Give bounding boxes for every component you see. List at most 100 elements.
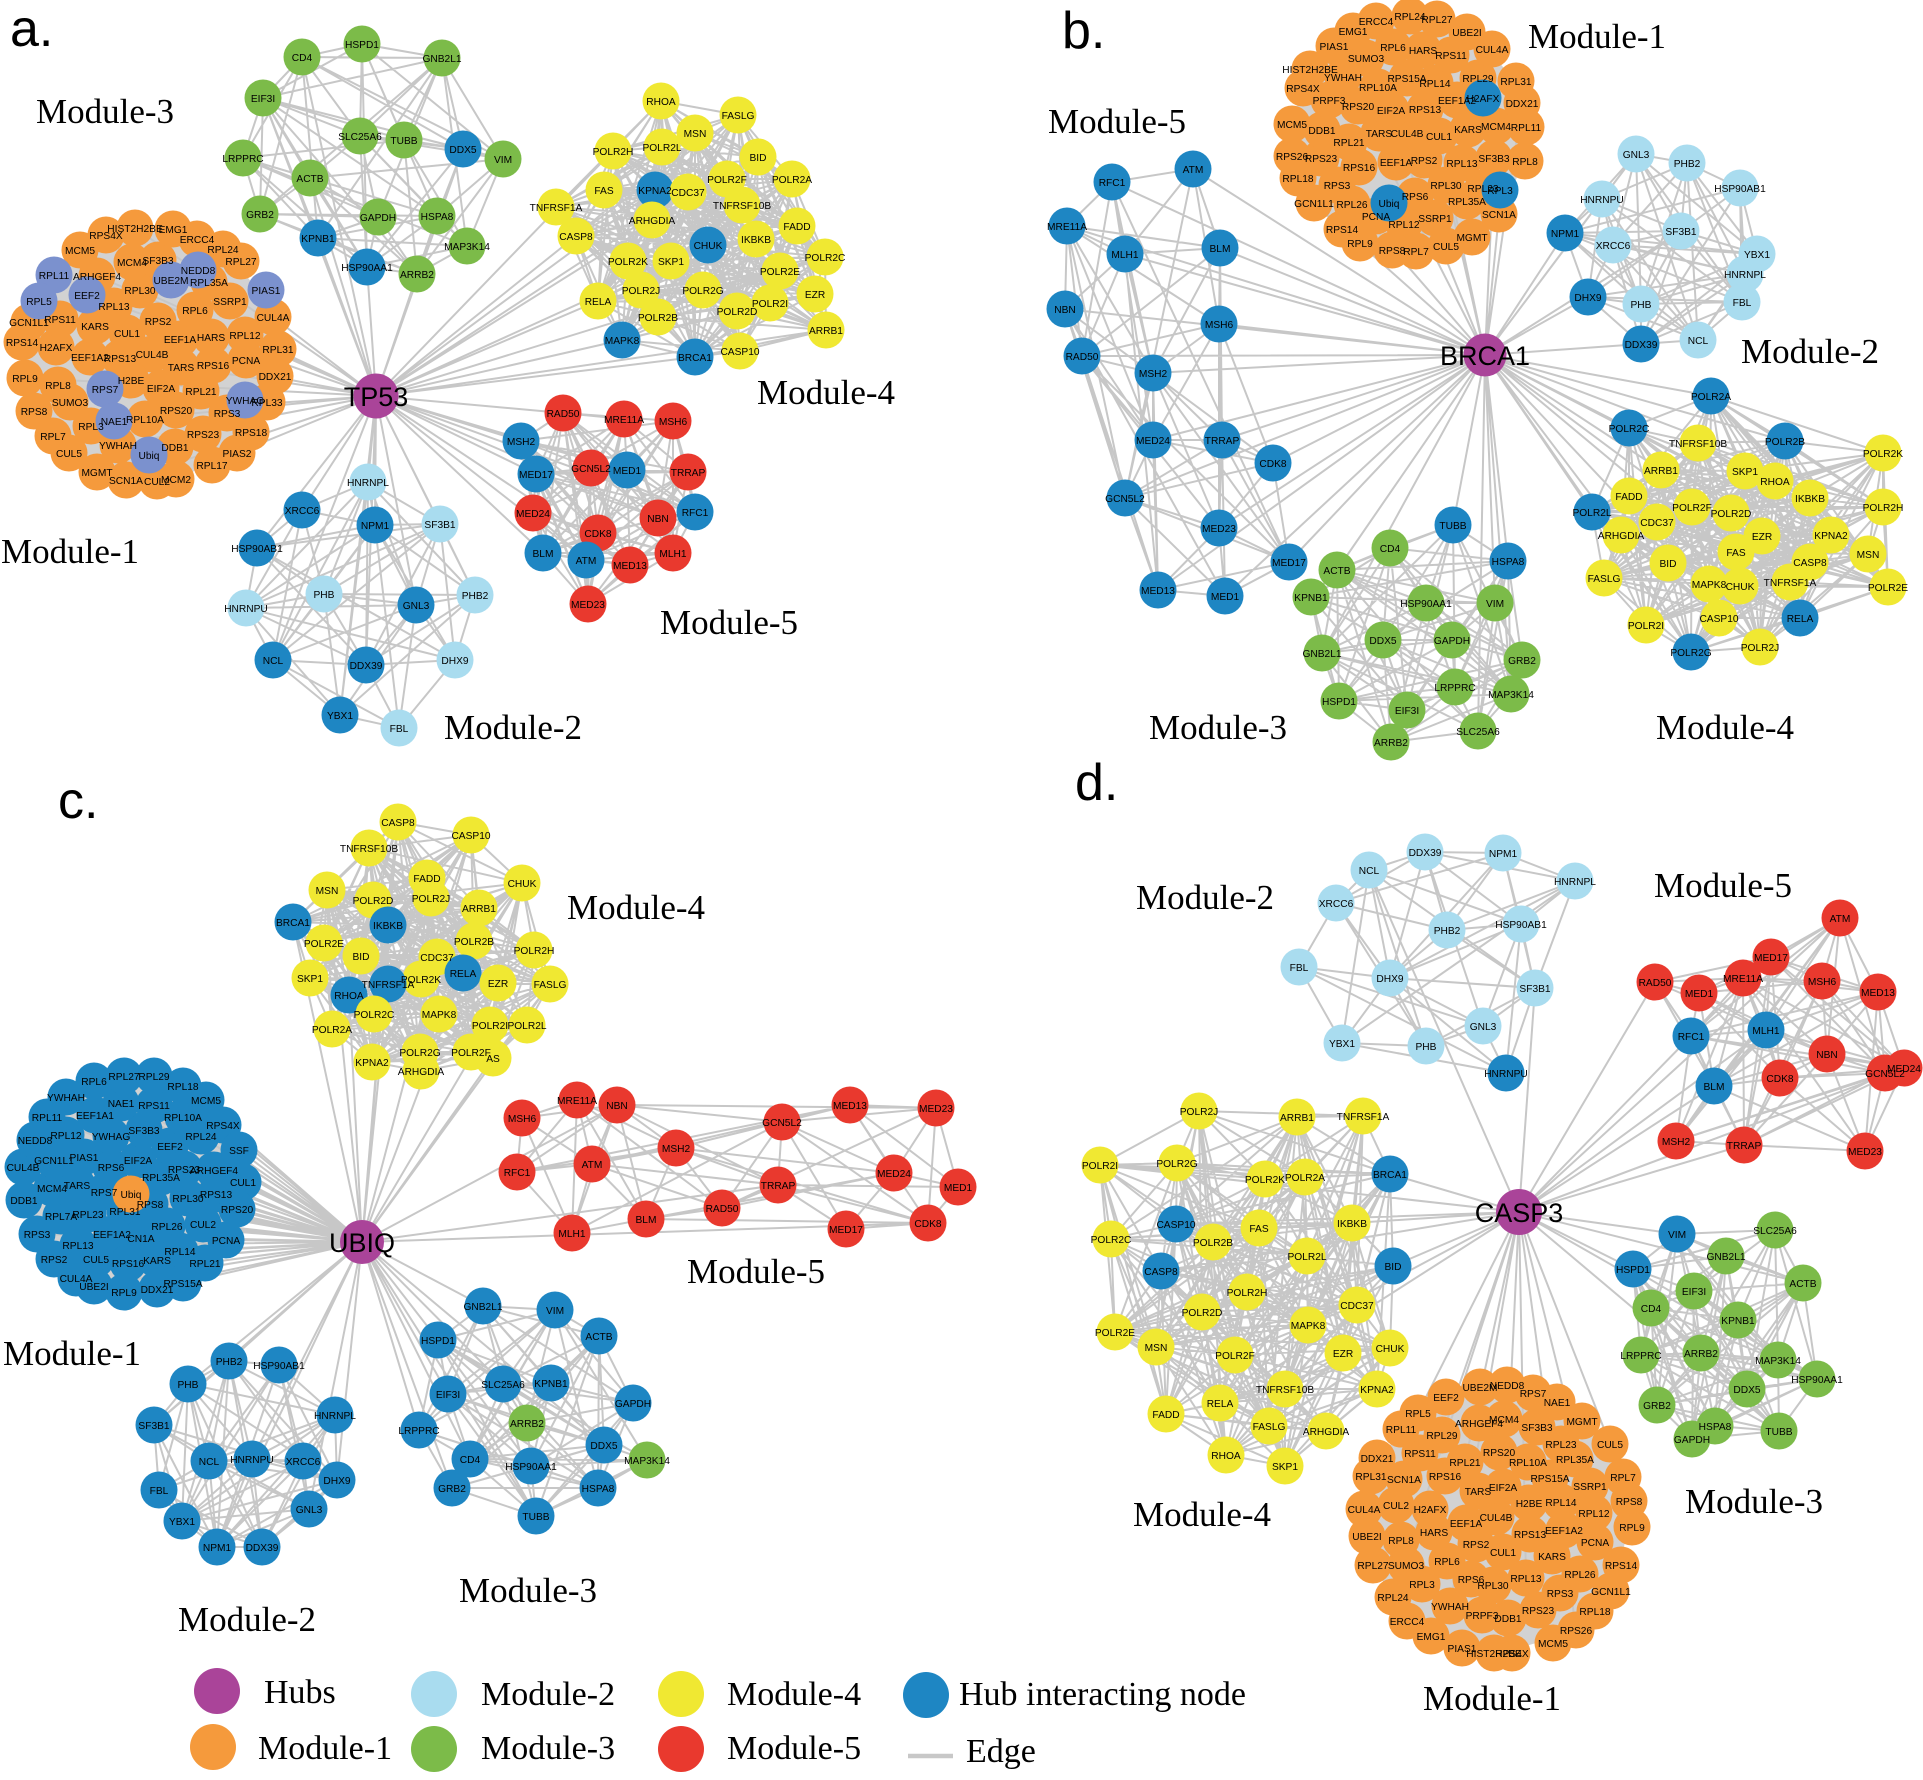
svg-text:BRCA1: BRCA1 [678,353,712,364]
svg-text:NPM1: NPM1 [1489,849,1518,860]
svg-text:MSH6: MSH6 [1205,320,1234,331]
svg-text:MCM5: MCM5 [1277,120,1307,131]
svg-text:UBE2I: UBE2I [1352,1532,1381,1543]
svg-text:RPS4X: RPS4X [206,1121,240,1132]
svg-text:RPL10A: RPL10A [126,415,164,426]
svg-text:BID: BID [750,153,767,164]
svg-text:PIAS1: PIAS1 [70,1153,99,1164]
svg-text:RPS16: RPS16 [1343,163,1376,174]
svg-text:ARRB2: ARRB2 [1684,1349,1718,1360]
svg-text:EIF2A: EIF2A [124,1156,153,1167]
svg-text:RPL35A: RPL35A [190,278,228,289]
svg-text:YWHAH: YWHAH [1324,73,1362,84]
svg-text:HSP90AA1: HSP90AA1 [505,1462,557,1473]
svg-text:HIST2H2BE: HIST2H2BE [107,224,163,235]
svg-text:DDB1: DDB1 [161,443,189,454]
svg-text:MAPK8: MAPK8 [422,1010,457,1021]
svg-text:MED1: MED1 [1685,989,1714,1000]
svg-text:NCL: NCL [263,656,284,667]
svg-text:NEDD8: NEDD8 [181,266,216,277]
svg-text:FADD: FADD [1152,1410,1179,1421]
svg-text:IKBKB: IKBKB [1795,494,1825,505]
svg-text:CHUK: CHUK [694,241,723,252]
svg-text:TP53: TP53 [344,382,409,412]
svg-text:a.: a. [10,0,53,58]
svg-text:Module-2: Module-2 [178,1600,316,1639]
svg-text:MAPK8: MAPK8 [1692,580,1727,591]
svg-text:MRE11A: MRE11A [1047,222,1087,233]
svg-text:Module-1: Module-1 [1,532,139,571]
svg-text:PCNA: PCNA [212,1236,241,1247]
svg-text:POLR2L: POLR2L [642,143,681,154]
svg-text:Edge: Edge [966,1733,1036,1770]
svg-text:POLR2G: POLR2G [682,286,723,297]
svg-text:RAD50: RAD50 [1639,978,1672,989]
svg-text:Module-5: Module-5 [727,1730,861,1767]
svg-text:RPL21: RPL21 [1449,1458,1480,1469]
svg-text:RPS8: RPS8 [1616,1497,1643,1508]
svg-text:RPL9: RPL9 [111,1288,137,1299]
svg-text:DDX5: DDX5 [590,1441,618,1452]
svg-text:RPL8: RPL8 [1388,1536,1414,1547]
svg-text:GNB2L1: GNB2L1 [422,54,461,65]
svg-text:HNRNPU: HNRNPU [230,1455,274,1466]
svg-text:TARS: TARS [1366,129,1393,140]
svg-text:DHX9: DHX9 [323,1476,351,1487]
svg-text:MSH2: MSH2 [507,437,536,448]
svg-text:CDK8: CDK8 [584,529,612,540]
svg-text:YWHAH: YWHAH [1431,1602,1469,1613]
svg-text:RPS4X: RPS4X [1286,84,1320,95]
svg-text:POLR2C: POLR2C [1091,1235,1132,1246]
svg-text:HNRNPL: HNRNPL [1554,877,1596,888]
svg-text:EIF2A: EIF2A [1377,106,1406,117]
svg-text:MLH1: MLH1 [1111,250,1139,261]
svg-text:RPS11: RPS11 [1435,51,1467,62]
svg-text:YWHAH: YWHAH [99,441,137,452]
svg-text:ATM: ATM [1183,165,1204,176]
svg-text:HARS: HARS [1420,1528,1449,1539]
svg-text:RPS2: RPS2 [1411,156,1438,167]
svg-text:CDC37: CDC37 [420,953,454,964]
svg-text:EEF1A: EEF1A [1450,1519,1482,1530]
svg-text:UBE2M: UBE2M [1462,1383,1497,1394]
svg-text:RPL12: RPL12 [1578,1509,1609,1520]
svg-text:CUL5: CUL5 [1597,1440,1623,1451]
svg-text:MAP3K14: MAP3K14 [444,242,490,253]
svg-text:CDC37: CDC37 [671,188,705,199]
svg-text:Ubiq: Ubiq [1379,199,1400,210]
svg-text:MED23: MED23 [1848,1147,1882,1158]
svg-text:CUL2: CUL2 [144,477,170,488]
svg-text:ARHGEF4: ARHGEF4 [1455,1419,1503,1430]
svg-text:POLR2A: POLR2A [772,175,812,186]
svg-text:RPL26: RPL26 [151,1222,182,1233]
svg-text:POLR2F: POLR2F [451,1048,491,1059]
svg-text:SF3B3: SF3B3 [1478,154,1509,165]
svg-text:PHB2: PHB2 [1674,159,1701,170]
svg-text:MED23: MED23 [919,1104,953,1115]
svg-text:CASP8: CASP8 [1144,1267,1178,1278]
svg-text:BRCA1: BRCA1 [1440,341,1530,371]
svg-text:MSH6: MSH6 [508,1114,537,1125]
svg-text:EEF1A2: EEF1A2 [71,353,109,364]
svg-text:RPS2: RPS2 [1463,1540,1490,1551]
svg-text:RPL31: RPL31 [109,1207,140,1218]
svg-text:CDK8: CDK8 [1259,459,1287,470]
svg-text:CASP10: CASP10 [720,347,759,358]
svg-text:GNB2L1: GNB2L1 [1706,1252,1745,1263]
svg-text:NEDD8: NEDD8 [1490,1381,1525,1392]
svg-text:SUMO3: SUMO3 [52,398,89,409]
svg-text:MRE11A: MRE11A [1723,974,1763,985]
svg-text:MED13: MED13 [833,1101,867,1112]
svg-text:RPS20: RPS20 [1342,102,1375,113]
svg-text:XRCC6: XRCC6 [1319,899,1354,910]
svg-text:RPL29: RPL29 [138,1072,169,1083]
svg-text:RHOA: RHOA [1760,477,1790,488]
svg-text:HIST2H2BE: HIST2H2BE [1466,1649,1522,1660]
svg-text:RPS23: RPS23 [1305,154,1338,165]
svg-text:ARRB1: ARRB1 [1280,1113,1314,1124]
svg-text:c.: c. [58,772,98,830]
svg-text:HSP90AA1: HSP90AA1 [1400,599,1452,610]
svg-text:RPL29: RPL29 [1462,74,1493,85]
svg-text:RPS3: RPS3 [214,409,241,420]
svg-text:RFC1: RFC1 [504,1168,531,1179]
